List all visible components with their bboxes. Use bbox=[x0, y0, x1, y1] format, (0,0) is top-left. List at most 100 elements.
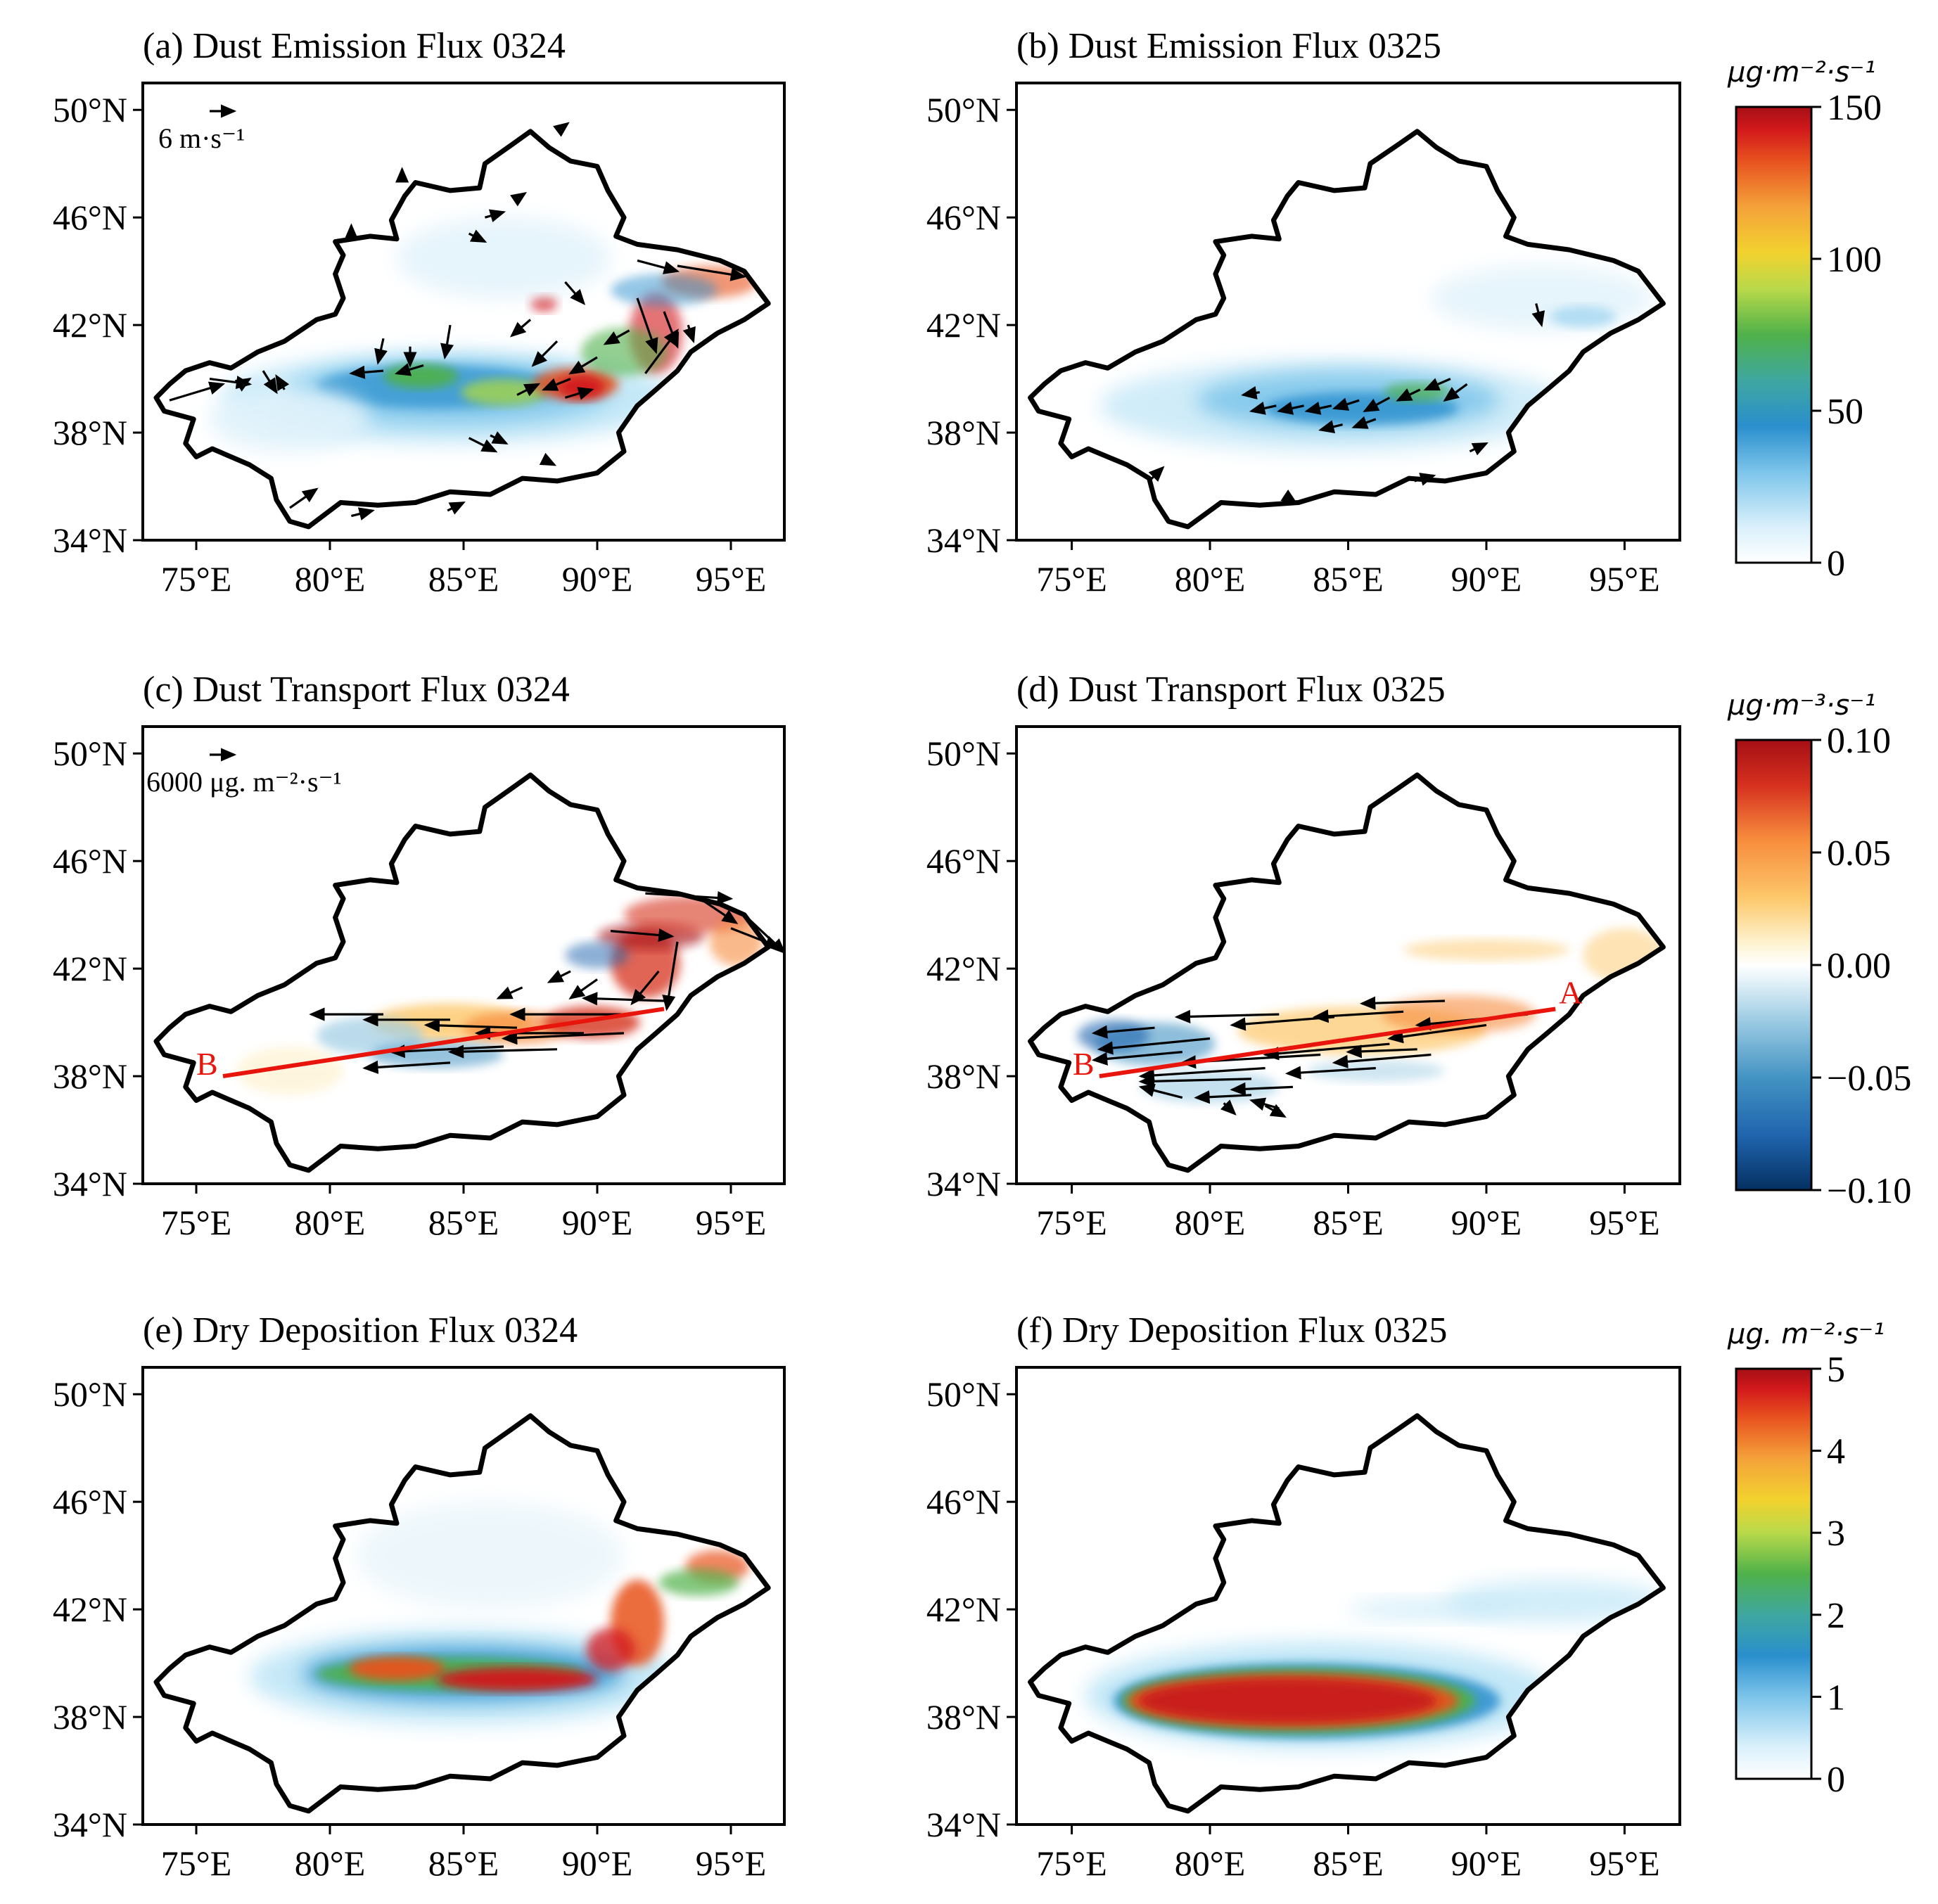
colorbar-tick-label: 0.10 bbox=[1827, 721, 1891, 761]
flux-blob bbox=[437, 1667, 597, 1692]
lat-tick-label: 34°N bbox=[53, 1805, 127, 1844]
lon-tick-label: 95°E bbox=[696, 1203, 767, 1242]
vector-arrow bbox=[1230, 1082, 1293, 1096]
map-panel-d: (d) Dust Transport Flux 0325 A B 34°N 38°N 42… bbox=[926, 670, 1681, 1242]
vector-arrow bbox=[490, 431, 509, 445]
vector-arrow bbox=[447, 501, 466, 515]
colorbar-unit: μg·m⁻²·s⁻¹ bbox=[1727, 56, 1875, 89]
lon-tick-label: 85°E bbox=[428, 559, 499, 599]
flux-blob bbox=[581, 328, 667, 376]
flux-blob bbox=[530, 295, 557, 312]
lon-tick-label: 75°E bbox=[161, 1844, 232, 1883]
flux-blob bbox=[1137, 1678, 1437, 1724]
lat-tick-label: 38°N bbox=[926, 1056, 1001, 1096]
lon-tick-label: 90°E bbox=[1451, 559, 1522, 599]
colorbar-tick-label: 0.00 bbox=[1827, 946, 1891, 986]
vector-arrow bbox=[1138, 1083, 1183, 1099]
lon-tick-label: 80°E bbox=[295, 1844, 366, 1883]
vector-arrow bbox=[389, 1044, 504, 1059]
xinjiang-boundary bbox=[1028, 1413, 1666, 1814]
vector-arrow bbox=[468, 229, 487, 243]
vector-arrow bbox=[1469, 442, 1488, 456]
colorbar-gradient bbox=[1735, 106, 1813, 564]
vector-arrow bbox=[1174, 1009, 1280, 1023]
flux-blob bbox=[1384, 383, 1451, 402]
lat-tick-label: 42°N bbox=[926, 305, 1001, 345]
panel-title-e: (e) Dry Deposition Flux 0324 bbox=[143, 1310, 578, 1350]
colorbar-tick-label: 0 bbox=[1827, 544, 1845, 584]
colorbar-tick-label: 150 bbox=[1827, 88, 1882, 128]
lat-tick-label: 46°N bbox=[53, 198, 127, 237]
vector-arrow bbox=[275, 374, 290, 392]
lat-tick-label: 46°N bbox=[53, 1482, 127, 1521]
lat-tick-label: 38°N bbox=[926, 1697, 1001, 1737]
colorbar-tick-label: 4 bbox=[1827, 1432, 1845, 1472]
lat-tick-label: 34°N bbox=[53, 1164, 127, 1203]
lon-tick-label: 85°E bbox=[1313, 1844, 1384, 1883]
vector-arrow bbox=[564, 387, 594, 400]
colorbar-tick-label: 50 bbox=[1827, 392, 1863, 432]
vector-arrow bbox=[1363, 396, 1391, 413]
vector-arrow bbox=[1346, 1044, 1417, 1059]
vector-arrow bbox=[568, 978, 598, 1000]
vector-arrow bbox=[501, 1031, 625, 1045]
lon-tick-label: 80°E bbox=[1175, 1844, 1246, 1883]
vector-arrow bbox=[169, 381, 226, 402]
vector-arrow bbox=[581, 992, 665, 1006]
vector-arrow bbox=[289, 487, 319, 509]
lon-tick-label: 85°E bbox=[428, 1203, 499, 1242]
map-panel-a: (a) Dust Emission Flux 0324 6 m·s⁻¹ 34°N 38… bbox=[53, 26, 786, 599]
lon-tick-label: 80°E bbox=[295, 559, 366, 599]
flux-field-a bbox=[156, 131, 769, 527]
reference-vector-label: 6 m·s⁻¹ bbox=[158, 122, 245, 154]
lat-tick-label: 42°N bbox=[53, 305, 127, 345]
lat-tick-label: 42°N bbox=[926, 1590, 1001, 1629]
lon-tick-label: 95°E bbox=[696, 559, 767, 599]
lon-tick-label: 90°E bbox=[562, 1203, 633, 1242]
vector-arrow bbox=[510, 192, 528, 207]
lat-tick-label: 38°N bbox=[53, 1056, 127, 1096]
lon-tick-label: 75°E bbox=[1036, 1844, 1107, 1883]
vector-arrow bbox=[1138, 1067, 1266, 1082]
lon-tick-label: 95°E bbox=[1589, 1203, 1660, 1242]
vector-arrow bbox=[610, 928, 675, 943]
reference-vector-label: 6000 μg. m⁻²·s⁻¹ bbox=[146, 766, 342, 798]
colorbar-tick-label: −0.10 bbox=[1827, 1171, 1911, 1211]
lon-tick-label: 75°E bbox=[1036, 559, 1107, 599]
lat-tick-label: 42°N bbox=[53, 1590, 127, 1629]
lon-tick-label: 75°E bbox=[161, 559, 232, 599]
vector-arrow bbox=[374, 338, 388, 365]
panel-title-a: (a) Dust Emission Flux 0324 bbox=[143, 26, 566, 66]
lat-tick-label: 38°N bbox=[926, 413, 1001, 452]
lon-tick-label: 80°E bbox=[1175, 559, 1246, 599]
lon-tick-label: 75°E bbox=[1036, 1203, 1107, 1242]
lat-tick-label: 38°N bbox=[53, 1697, 127, 1737]
panel-title-b: (b) Dust Emission Flux 0325 bbox=[1016, 26, 1441, 66]
vector-arrow bbox=[630, 970, 660, 1006]
lat-tick-label: 50°N bbox=[926, 734, 1001, 773]
vector-arrow bbox=[496, 986, 523, 999]
flux-blob bbox=[1348, 1598, 1515, 1621]
xinjiang-boundary bbox=[1028, 129, 1666, 530]
colorbar-tick-label: 2 bbox=[1827, 1596, 1845, 1636]
vector-arrow bbox=[1091, 1051, 1182, 1066]
vector-arrow bbox=[1318, 420, 1343, 434]
vector-arrow bbox=[662, 941, 679, 1011]
vector-arrow bbox=[1414, 473, 1436, 486]
vector-arrow bbox=[1284, 1066, 1376, 1080]
vector-arrow bbox=[447, 1044, 558, 1059]
panel-title-c: (c) Dust Transport Flux 0324 bbox=[143, 670, 570, 710]
flux-blob bbox=[357, 1502, 624, 1610]
xinjiang-boundary bbox=[153, 129, 771, 530]
vector-arrow bbox=[262, 370, 278, 395]
vector-arrow bbox=[1138, 1074, 1252, 1088]
vector-arrow bbox=[1531, 303, 1545, 328]
colorbar-gradient bbox=[1735, 739, 1813, 1191]
lat-tick-label: 50°N bbox=[53, 1374, 127, 1414]
colorbar-2: μg·m⁻³·s⁻¹0.10 0.05 0.00 −0.05 −0.10 bbox=[1727, 689, 1911, 1211]
xinjiang-boundary bbox=[153, 1413, 771, 1814]
flux-vectors-c bbox=[309, 890, 786, 1074]
lon-tick-label: 85°E bbox=[1313, 1203, 1384, 1242]
